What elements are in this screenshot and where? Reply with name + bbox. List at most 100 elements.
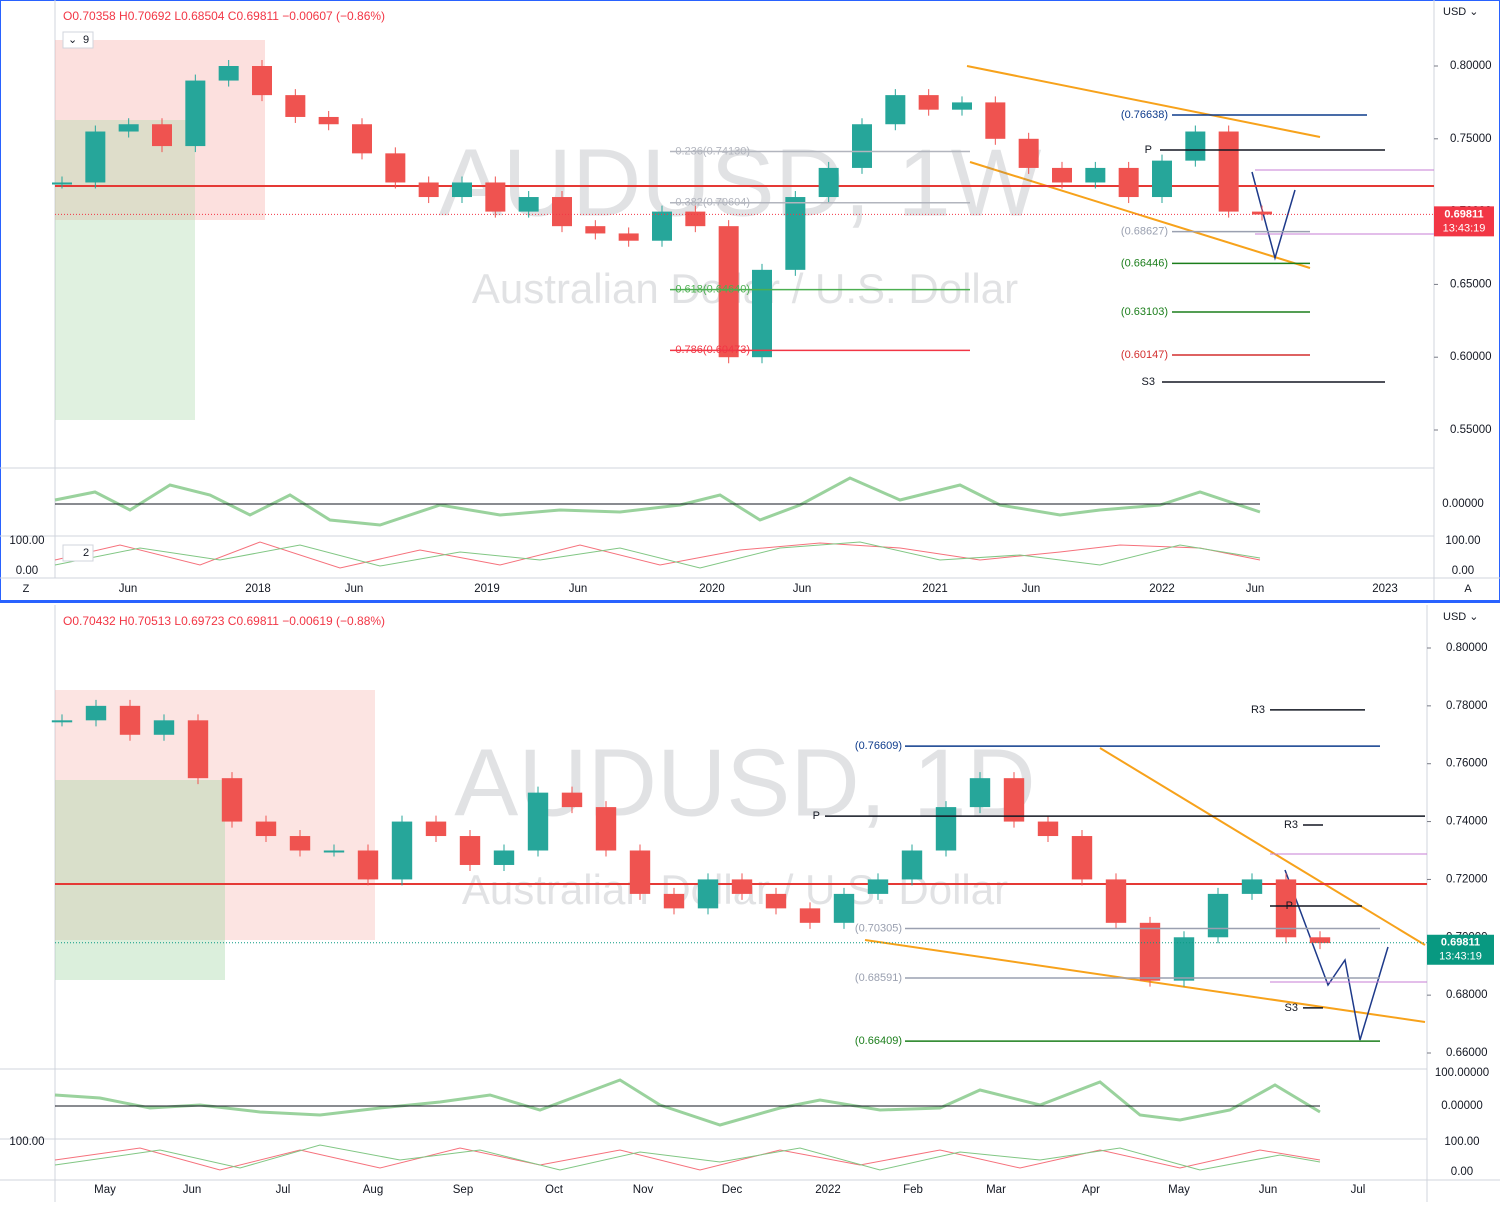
candle bbox=[527, 792, 549, 851]
osc-input[interactable]: 2 bbox=[83, 547, 89, 559]
candle bbox=[1152, 160, 1172, 198]
x-tick-label: Jun bbox=[1022, 583, 1041, 595]
x-tick-label: 2023 bbox=[1372, 583, 1398, 595]
candle bbox=[1241, 879, 1263, 894]
interval-box[interactable] bbox=[62, 31, 94, 49]
candle bbox=[1052, 167, 1072, 183]
level-label: (0.63103) bbox=[1121, 306, 1168, 318]
candle bbox=[833, 893, 855, 923]
x-tick-label: Jun bbox=[1259, 1184, 1278, 1196]
candle bbox=[118, 124, 139, 132]
price-tag bbox=[1427, 934, 1494, 965]
level-label: 0.786(0.60473) bbox=[675, 344, 750, 356]
osc-tick-label: 0.00 bbox=[1451, 1166, 1473, 1178]
price-tag-value: 0.69811 bbox=[1444, 208, 1483, 220]
candle bbox=[85, 705, 107, 721]
x-tick-label: 2018 bbox=[245, 583, 271, 595]
candle bbox=[459, 836, 481, 865]
level-label: (0.76609) bbox=[855, 740, 902, 752]
candle bbox=[818, 167, 839, 198]
candle bbox=[352, 124, 372, 154]
osc-tick-label: 0.00 bbox=[1452, 565, 1474, 577]
candle bbox=[391, 821, 413, 880]
candle bbox=[1003, 778, 1025, 822]
y-tick-label: 0.65000 bbox=[1450, 278, 1492, 290]
y-tick-label: 0.78000 bbox=[1446, 700, 1488, 712]
level-label: R3 bbox=[1251, 704, 1265, 716]
candle bbox=[1185, 131, 1206, 161]
x-tick-label: 2020 bbox=[699, 583, 725, 595]
corner-left[interactable]: Z bbox=[23, 583, 30, 595]
y-tick-label: 0.76000 bbox=[1446, 758, 1488, 770]
x-tick-label: Oct bbox=[545, 1184, 564, 1196]
y-tick-label: 0.55000 bbox=[1450, 424, 1492, 436]
candle bbox=[289, 836, 311, 851]
candle bbox=[221, 778, 243, 822]
ohlc: O0.70432 H0.70513 L0.69723 C0.69811 −0.0… bbox=[63, 614, 385, 628]
x-tick-label: Jul bbox=[1351, 1184, 1366, 1196]
candle bbox=[852, 124, 872, 168]
price-tag-timer: 13:43:19 bbox=[1439, 951, 1482, 963]
level-label: R3 bbox=[1284, 819, 1298, 831]
candle bbox=[1018, 138, 1039, 168]
candle bbox=[51, 720, 73, 723]
candle bbox=[1105, 879, 1127, 923]
candle bbox=[595, 807, 617, 851]
candle bbox=[452, 182, 472, 198]
level-label: (0.60147) bbox=[1121, 349, 1168, 361]
price-tag-value: 0.69811 bbox=[1441, 937, 1480, 949]
candle bbox=[323, 850, 345, 853]
candle bbox=[518, 197, 539, 212]
interval-input[interactable]: 9 bbox=[83, 34, 89, 46]
candle bbox=[952, 102, 972, 110]
candle bbox=[418, 182, 439, 198]
candle bbox=[1139, 922, 1161, 981]
corner-right[interactable]: A bbox=[1464, 583, 1472, 595]
x-tick-label: Aug bbox=[363, 1184, 383, 1196]
x-tick-label: May bbox=[94, 1184, 116, 1196]
level-label: S3 bbox=[1285, 1002, 1298, 1014]
osc-input-box[interactable] bbox=[62, 544, 94, 562]
level-label: P bbox=[1286, 900, 1293, 912]
level-label: 0.236(0.74130) bbox=[675, 145, 750, 157]
candle bbox=[1071, 836, 1093, 880]
candle bbox=[799, 908, 821, 923]
osc-tick-label: 100.00000 bbox=[1435, 1067, 1489, 1079]
y-tick-label: 0.72000 bbox=[1446, 873, 1488, 885]
currency[interactable]: USD ⌄ bbox=[1443, 6, 1479, 18]
candle bbox=[885, 95, 906, 125]
candle bbox=[119, 705, 141, 735]
y-tick-label: 0.75000 bbox=[1450, 133, 1492, 145]
candle bbox=[585, 226, 606, 234]
candle bbox=[1218, 131, 1239, 212]
candle bbox=[285, 95, 306, 117]
candle bbox=[685, 211, 706, 227]
level-label: P bbox=[813, 810, 820, 822]
price-tag-timer: 13:43:19 bbox=[1443, 222, 1486, 234]
level-label: 0.382(0.70604) bbox=[675, 197, 750, 209]
x-tick-label: Jun bbox=[793, 583, 812, 595]
currency[interactable]: USD ⌄ bbox=[1443, 611, 1479, 623]
x-tick-label: 2022 bbox=[1149, 583, 1175, 595]
candle bbox=[1173, 937, 1195, 981]
x-tick-label: May bbox=[1168, 1184, 1190, 1196]
candle bbox=[663, 893, 685, 909]
candle bbox=[765, 893, 787, 909]
candle bbox=[1309, 937, 1331, 944]
y-tick-label: 0.66000 bbox=[1446, 1047, 1488, 1059]
candle bbox=[485, 182, 506, 212]
candle bbox=[425, 821, 447, 837]
candle bbox=[935, 807, 957, 851]
candle bbox=[85, 131, 106, 183]
osc-tick-label: 0.00000 bbox=[1441, 1100, 1483, 1112]
level-label: (0.66409) bbox=[855, 1035, 902, 1047]
candle bbox=[552, 197, 572, 227]
x-tick-label: Jun bbox=[569, 583, 588, 595]
x-tick-label: Feb bbox=[903, 1184, 923, 1196]
candle bbox=[187, 720, 209, 779]
candle bbox=[731, 879, 753, 894]
watermark-name: Australian Dollar / U.S. Dollar bbox=[472, 265, 1018, 312]
x-tick-label: Jun bbox=[183, 1184, 202, 1196]
candle bbox=[52, 182, 72, 185]
